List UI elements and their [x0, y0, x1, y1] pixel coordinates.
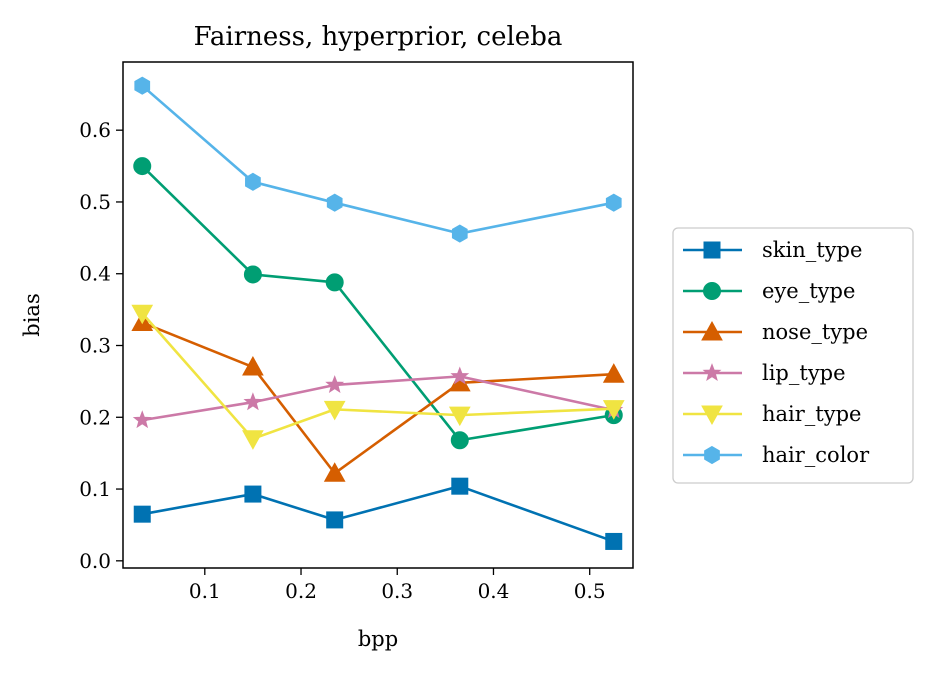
legend-marker [703, 241, 721, 259]
data-point [131, 304, 154, 325]
data-point [450, 366, 470, 385]
y-tick-label: 0.1 [79, 477, 111, 501]
data-point [326, 511, 344, 529]
y-axis-title: bias [20, 293, 44, 336]
legend-marker [704, 445, 720, 465]
data-point [605, 532, 623, 550]
legend-marker [703, 282, 721, 300]
legend-label: skin_type [762, 238, 862, 262]
data-point [133, 157, 152, 176]
data-point [602, 400, 625, 420]
data-point [605, 193, 622, 212]
data-point [244, 485, 262, 503]
series-line [141, 312, 614, 441]
data-point [242, 356, 264, 376]
y-tick-label: 0.2 [79, 405, 111, 429]
legend-label: lip_type [762, 361, 846, 385]
series-hair-color [134, 76, 622, 243]
legend-marker [701, 405, 723, 426]
y-tick-label: 0.5 [79, 190, 111, 214]
series-nose-type [131, 311, 625, 482]
series-line [141, 165, 614, 442]
series-eye-type [133, 157, 623, 450]
legend-item: hair_color [683, 443, 870, 467]
x-axis: 0.1 0.2 0.3 0.4 0.5 [189, 568, 606, 603]
y-tick-label: 0.3 [79, 334, 111, 358]
x-tick-label: 0.4 [478, 579, 510, 603]
data-point [325, 375, 345, 394]
data-point [325, 273, 344, 292]
legend: skin_type eye_type nose_type lip_type hair_t… [672, 227, 914, 484]
data-point [326, 193, 343, 212]
data-point [242, 430, 264, 450]
data-point [450, 431, 469, 450]
legend-item: hair_type [683, 402, 861, 426]
x-tick-label: 0.3 [381, 579, 413, 603]
plot-frame [122, 61, 634, 569]
x-tick-label: 0.1 [189, 579, 221, 603]
data-point [134, 76, 151, 95]
legend-marker [701, 320, 723, 341]
series-layer [131, 76, 625, 550]
x-tick-label: 0.2 [285, 579, 317, 603]
series-line [142, 375, 615, 422]
legend-label: hair_color [762, 443, 870, 467]
x-tick-label: 0.5 [574, 579, 606, 603]
data-point [243, 265, 262, 284]
series-line [142, 484, 615, 543]
data-point [451, 224, 468, 243]
chart-title: Fairness, hyperprior, celeba [194, 22, 563, 52]
series-hair-type [131, 304, 625, 450]
y-axis: 0.0 0.1 0.2 0.3 0.4 0.5 0.6 [79, 118, 123, 573]
legend-item: eye_type [683, 279, 855, 303]
y-tick-label: 0.6 [79, 118, 111, 142]
y-tick-label: 0.4 [79, 262, 111, 286]
legend-item: lip_type [683, 361, 846, 385]
legend-item: skin_type [683, 238, 862, 262]
data-point [132, 410, 152, 429]
legend-label: eye_type [762, 279, 855, 303]
legend-marker [702, 363, 722, 382]
legend-label: hair_type [762, 402, 861, 426]
data-point [602, 363, 625, 383]
legend-label: nose_type [762, 320, 868, 344]
x-axis-title: bpp [358, 627, 398, 651]
data-point [448, 406, 471, 427]
data-point [451, 477, 469, 495]
data-point [245, 172, 261, 191]
y-tick-label: 0.0 [79, 549, 111, 573]
series-skin-type [133, 477, 623, 550]
series-line [141, 84, 615, 235]
data-point [323, 400, 346, 421]
data-point [323, 462, 346, 482]
legend-item: nose_type [683, 320, 868, 344]
series-line [141, 321, 614, 475]
data-point [243, 392, 263, 411]
data-point [133, 505, 151, 523]
